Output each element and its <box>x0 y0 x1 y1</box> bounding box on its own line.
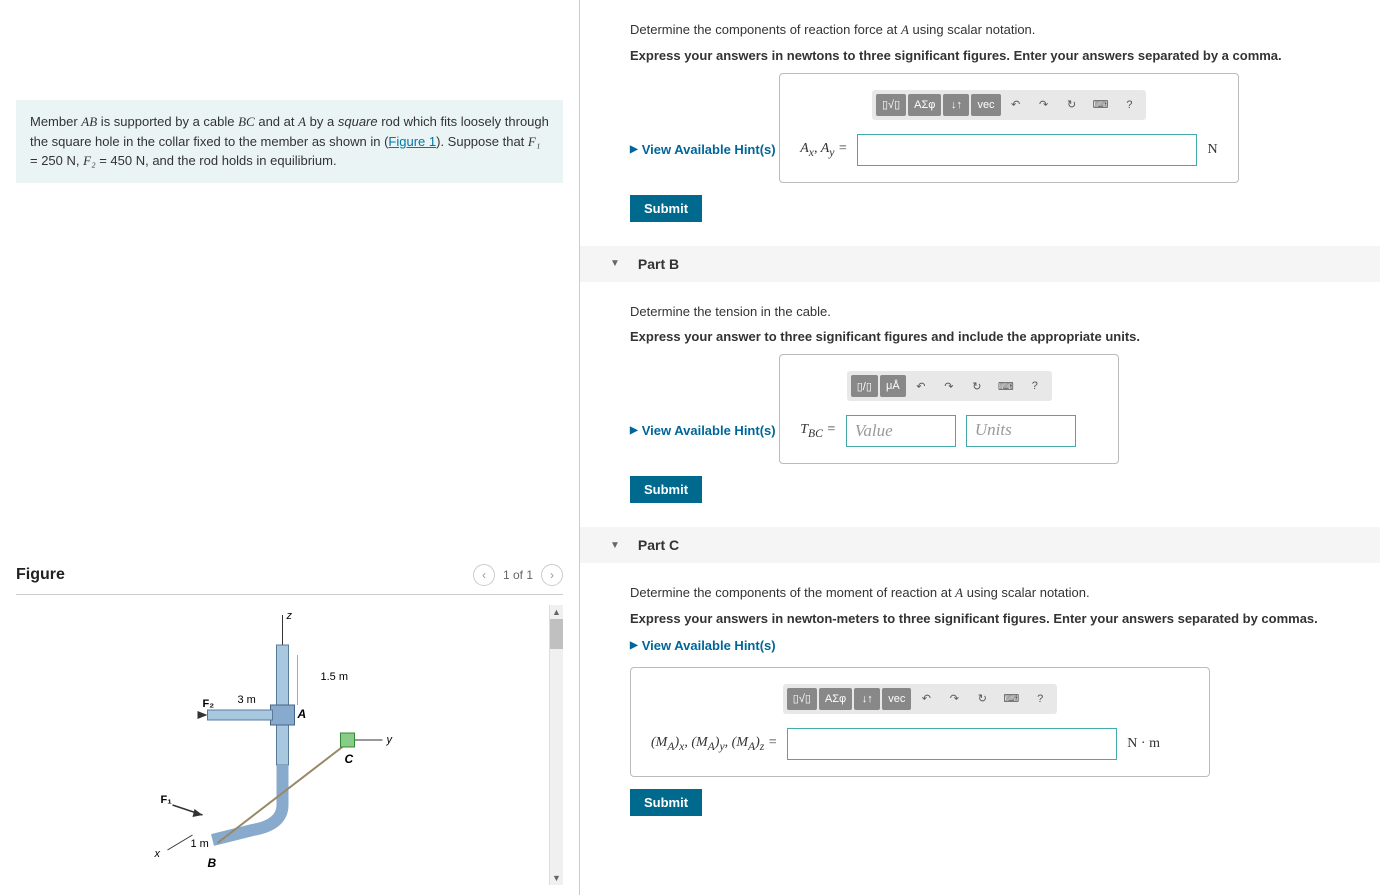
part-c-header[interactable]: Part C <box>580 527 1380 563</box>
reset-button[interactable]: ↻ <box>1059 94 1085 116</box>
svg-text:x: x <box>154 848 161 860</box>
subscript-button[interactable]: ↓↑ <box>854 688 880 710</box>
reset-button[interactable]: ↻ <box>969 688 995 710</box>
keyboard-button[interactable]: ⌨ <box>1087 94 1115 116</box>
submit-button[interactable]: Submit <box>630 476 702 503</box>
answer-box: ▯√▯ ΑΣφ ↓↑ vec ↶ ↷ ↻ ⌨ ? (MA)x, (MA)y, (… <box>630 667 1210 777</box>
text: = 250 N, <box>30 153 83 168</box>
text: Member <box>30 114 81 129</box>
answer-unit: N · m <box>1127 736 1160 752</box>
var: F₂ <box>83 153 95 168</box>
templates-button[interactable]: ▯√▯ <box>876 94 906 116</box>
figure-title: Figure <box>16 566 65 584</box>
figure-section: Figure ‹ 1 of 1 › z y x <box>0 564 579 895</box>
svg-text:F₂: F₂ <box>203 698 215 710</box>
answer-label: TBC = <box>800 422 836 440</box>
keyboard-button[interactable]: ⌨ <box>992 375 1020 397</box>
svg-text:y: y <box>386 734 394 746</box>
keyboard-button[interactable]: ⌨ <box>997 688 1025 710</box>
var: F₁ <box>528 134 540 149</box>
text: square <box>338 114 378 129</box>
question-text: Determine the components of the moment o… <box>630 583 1340 603</box>
greek-button[interactable]: ΑΣφ <box>908 94 941 116</box>
answer-input[interactable] <box>857 134 1197 166</box>
answer-label: Ax, Ay = <box>800 141 847 159</box>
redo-button[interactable]: ↷ <box>941 688 967 710</box>
var: BC <box>238 114 255 129</box>
scroll-up-icon[interactable]: ▲ <box>550 605 563 619</box>
figure-counter: 1 of 1 <box>503 568 533 582</box>
scroll-down-icon[interactable]: ▼ <box>550 871 563 885</box>
svg-text:1.5 m: 1.5 m <box>321 671 349 683</box>
answer-box: ▯√▯ ΑΣφ ↓↑ vec ↶ ↷ ↻ ⌨ ? Ax, Ay = N <box>779 73 1239 183</box>
answer-box: ▯/▯ μÅ ↶ ↷ ↻ ⌨ ? TBC = <box>779 354 1119 464</box>
scroll-thumb[interactable] <box>550 619 563 649</box>
svg-text:z: z <box>286 610 293 622</box>
figure-next-button[interactable]: › <box>541 564 563 586</box>
greek-button[interactable]: ΑΣφ <box>819 688 852 710</box>
templates-button[interactable]: ▯√▯ <box>787 688 817 710</box>
part-c: Determine the components of the moment o… <box>630 583 1340 816</box>
equation-toolbar: ▯√▯ ΑΣφ ↓↑ vec ↶ ↷ ↻ ⌨ ? <box>783 684 1057 714</box>
question-text: Determine the tension in the cable. <box>630 302 1340 322</box>
redo-button[interactable]: ↷ <box>936 375 962 397</box>
text: is supported by a cable <box>97 114 238 129</box>
units-input[interactable] <box>966 415 1076 447</box>
figure-link[interactable]: Figure 1 <box>388 134 436 149</box>
part-b: Determine the tension in the cable. Expr… <box>630 302 1340 504</box>
undo-button[interactable]: ↶ <box>908 375 934 397</box>
hints-toggle[interactable]: View Available Hint(s) <box>630 638 776 653</box>
help-button[interactable]: ? <box>1022 375 1048 397</box>
text: = 450 N, and the rod holds in equilibriu… <box>96 153 337 168</box>
redo-button[interactable]: ↷ <box>1031 94 1057 116</box>
question-text: Determine the components of reaction for… <box>630 20 1340 40</box>
equation-toolbar: ▯√▯ ΑΣφ ↓↑ vec ↶ ↷ ↻ ⌨ ? <box>872 90 1146 120</box>
units-button[interactable]: μÅ <box>880 375 906 397</box>
svg-text:B: B <box>208 856 217 870</box>
svg-text:A: A <box>297 707 307 721</box>
problem-statement: Member AB is supported by a cable BC and… <box>16 100 563 183</box>
value-input[interactable] <box>846 415 956 447</box>
help-button[interactable]: ? <box>1027 688 1053 710</box>
answers-pane: Determine the components of reaction for… <box>580 0 1380 895</box>
var: A <box>298 114 306 129</box>
submit-button[interactable]: Submit <box>630 195 702 222</box>
problem-pane: Member AB is supported by a cable BC and… <box>0 0 580 895</box>
text: by a <box>306 114 338 129</box>
answer-label: (MA)x, (MA)y, (MA)z = <box>651 735 777 753</box>
hints-toggle[interactable]: View Available Hint(s) <box>630 423 776 438</box>
instruction: Express your answers in newton-meters to… <box>630 611 1340 626</box>
svg-text:F₁: F₁ <box>161 794 173 806</box>
submit-button[interactable]: Submit <box>630 789 702 816</box>
figure-diagram: z y x A F₂ <box>16 605 549 885</box>
help-button[interactable]: ? <box>1116 94 1142 116</box>
subscript-button[interactable]: ↓↑ <box>943 94 969 116</box>
svg-text:3 m: 3 m <box>238 694 256 706</box>
instruction: Express your answer to three significant… <box>630 329 1340 344</box>
hints-toggle[interactable]: View Available Hint(s) <box>630 142 776 157</box>
figure-scrollbar[interactable]: ▲ ▼ <box>549 605 563 885</box>
frac-button[interactable]: ▯/▯ <box>851 375 878 397</box>
answer-unit: N <box>1207 142 1217 158</box>
undo-button[interactable]: ↶ <box>913 688 939 710</box>
part-b-header[interactable]: Part B <box>580 246 1380 282</box>
var: AB <box>81 114 97 129</box>
text: ). Suppose that <box>436 134 528 149</box>
text: and at <box>255 114 298 129</box>
part-a: Determine the components of reaction for… <box>630 20 1340 222</box>
units-toolbar: ▯/▯ μÅ ↶ ↷ ↻ ⌨ ? <box>847 371 1052 401</box>
instruction: Express your answers in newtons to three… <box>630 48 1340 63</box>
vec-button[interactable]: vec <box>971 94 1000 116</box>
figure-prev-button[interactable]: ‹ <box>473 564 495 586</box>
svg-text:1 m: 1 m <box>191 838 209 850</box>
vec-button[interactable]: vec <box>882 688 911 710</box>
answer-input[interactable] <box>787 728 1117 760</box>
reset-button[interactable]: ↻ <box>964 375 990 397</box>
undo-button[interactable]: ↶ <box>1003 94 1029 116</box>
svg-text:C: C <box>345 752 354 766</box>
